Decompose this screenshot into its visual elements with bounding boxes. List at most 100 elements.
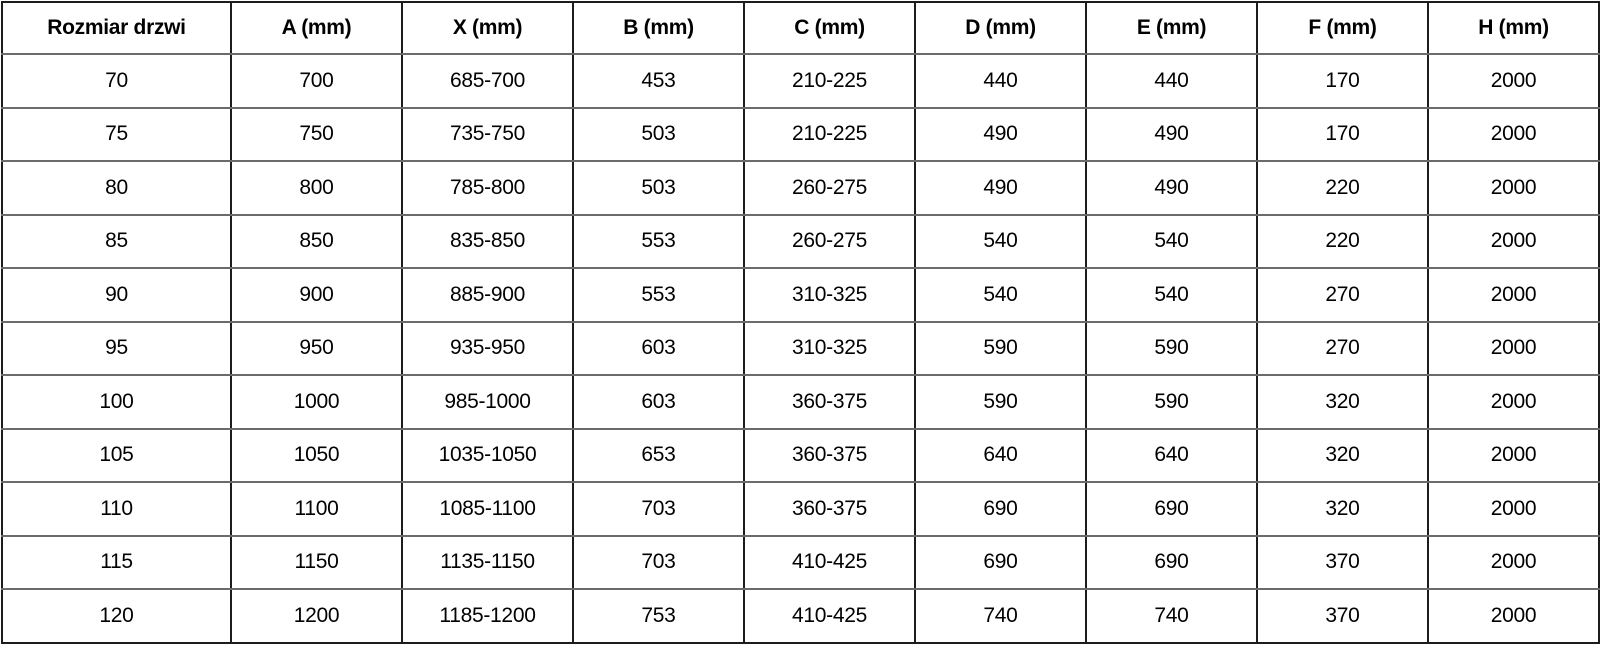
table-cell: 75	[1, 106, 232, 162]
table-row-75: 75 750 735-750 503 210-225 490 490 170 2000	[1, 106, 1600, 162]
table-cell: 220	[1256, 213, 1429, 269]
table-cell: 800	[230, 160, 403, 216]
table-cell: 410-425	[743, 588, 916, 644]
table-row-120: 120 1200 1185-1200 753 410-425 740 740 370 2000	[1, 588, 1600, 644]
column-header-1: A (mm)	[230, 1, 403, 55]
table-cell: 2000	[1427, 213, 1600, 269]
table-cell: 835-850	[401, 213, 574, 269]
table-cell: 603	[572, 374, 745, 430]
table-cell: 170	[1256, 106, 1429, 162]
table-cell: 750	[230, 106, 403, 162]
table-cell: 985-1000	[401, 374, 574, 430]
table-cell: 590	[1085, 374, 1258, 430]
table-cell: 105	[1, 427, 232, 483]
table-cell: 260-275	[743, 160, 916, 216]
table-cell: 935-950	[401, 320, 574, 376]
column-header-2: X (mm)	[401, 1, 574, 55]
table-cell: 2000	[1427, 106, 1600, 162]
table-cell: 410-425	[743, 534, 916, 590]
table-cell: 2000	[1427, 267, 1600, 323]
table-row-105: 105 1050 1035-1050 653 360-375 640 640 320 2000	[1, 427, 1600, 483]
table-cell: 320	[1256, 481, 1429, 537]
table-cell: 690	[914, 534, 1087, 590]
table-cell: 640	[914, 427, 1087, 483]
table-cell: 1050	[230, 427, 403, 483]
table-cell: 1000	[230, 374, 403, 430]
table-cell: 653	[572, 427, 745, 483]
table-cell: 490	[914, 160, 1087, 216]
table-cell: 360-375	[743, 427, 916, 483]
table-cell: 900	[230, 267, 403, 323]
table-cell: 80	[1, 160, 232, 216]
table-cell: 2000	[1427, 588, 1600, 644]
table-cell: 260-275	[743, 213, 916, 269]
table-cell: 1200	[230, 588, 403, 644]
table-cell: 640	[1085, 427, 1258, 483]
table-row-100: 100 1000 985-1000 603 360-375 590 590 320 2000	[1, 374, 1600, 430]
table-cell: 503	[572, 160, 745, 216]
table-cell: 503	[572, 106, 745, 162]
table-cell: 90	[1, 267, 232, 323]
table-cell: 950	[230, 320, 403, 376]
table-cell: 110	[1, 481, 232, 537]
table-cell: 740	[914, 588, 1087, 644]
table-cell: 360-375	[743, 481, 916, 537]
table-row-115: 115 1150 1135-1150 703 410-425 690 690 370 2000	[1, 534, 1600, 590]
table-row-70: 70 700 685-700 453 210-225 440 440 170 2000	[1, 53, 1600, 109]
column-header-6: E (mm)	[1085, 1, 1258, 55]
table-header-row: Rozmiar drzwi A (mm) X (mm) B (mm) C (mm) D (…	[1, 1, 1600, 55]
table-cell: 753	[572, 588, 745, 644]
table-cell: 540	[914, 267, 1087, 323]
table-cell: 540	[1085, 267, 1258, 323]
table-cell: 490	[1085, 160, 1258, 216]
table-cell: 2000	[1427, 160, 1600, 216]
table-cell: 220	[1256, 160, 1429, 216]
table-cell: 1135-1150	[401, 534, 574, 590]
table-cell: 100	[1, 374, 232, 430]
table-cell: 2000	[1427, 320, 1600, 376]
table-body: 70 700 685-700 453 210-225 440 440 170 2000 75 750…	[1, 53, 1600, 644]
table-cell: 310-325	[743, 267, 916, 323]
table-cell: 370	[1256, 588, 1429, 644]
table-row-110: 110 1100 1085-1100 703 360-375 690 690 320 2000	[1, 481, 1600, 537]
table-cell: 210-225	[743, 53, 916, 109]
table-cell: 850	[230, 213, 403, 269]
table-cell: 740	[1085, 588, 1258, 644]
table-cell: 2000	[1427, 374, 1600, 430]
table-cell: 590	[914, 320, 1087, 376]
table-cell: 1085-1100	[401, 481, 574, 537]
table-cell: 320	[1256, 427, 1429, 483]
table-cell: 540	[1085, 213, 1258, 269]
table-cell: 1150	[230, 534, 403, 590]
table-cell: 115	[1, 534, 232, 590]
table-row-95: 95 950 935-950 603 310-325 590 590 270 2000	[1, 320, 1600, 376]
column-header-5: D (mm)	[914, 1, 1087, 55]
table-cell: 735-750	[401, 106, 574, 162]
table-cell: 270	[1256, 320, 1429, 376]
table-cell: 2000	[1427, 427, 1600, 483]
table-cell: 785-800	[401, 160, 574, 216]
table-cell: 553	[572, 213, 745, 269]
table-cell: 603	[572, 320, 745, 376]
table-cell: 320	[1256, 374, 1429, 430]
table-cell: 885-900	[401, 267, 574, 323]
column-header-4: C (mm)	[743, 1, 916, 55]
table-cell: 85	[1, 213, 232, 269]
table-cell: 170	[1256, 53, 1429, 109]
table-cell: 2000	[1427, 53, 1600, 109]
table-cell: 95	[1, 320, 232, 376]
table-cell: 440	[914, 53, 1087, 109]
table-cell: 453	[572, 53, 745, 109]
table-cell: 590	[914, 374, 1087, 430]
table-cell: 270	[1256, 267, 1429, 323]
table-cell: 370	[1256, 534, 1429, 590]
table-cell: 490	[914, 106, 1087, 162]
table-cell: 690	[914, 481, 1087, 537]
table-row-80: 80 800 785-800 503 260-275 490 490 220 2000	[1, 160, 1600, 216]
table-cell: 590	[1085, 320, 1258, 376]
table-cell: 490	[1085, 106, 1258, 162]
table-cell: 553	[572, 267, 745, 323]
table-cell: 70	[1, 53, 232, 109]
column-header-0: Rozmiar drzwi	[1, 1, 232, 55]
